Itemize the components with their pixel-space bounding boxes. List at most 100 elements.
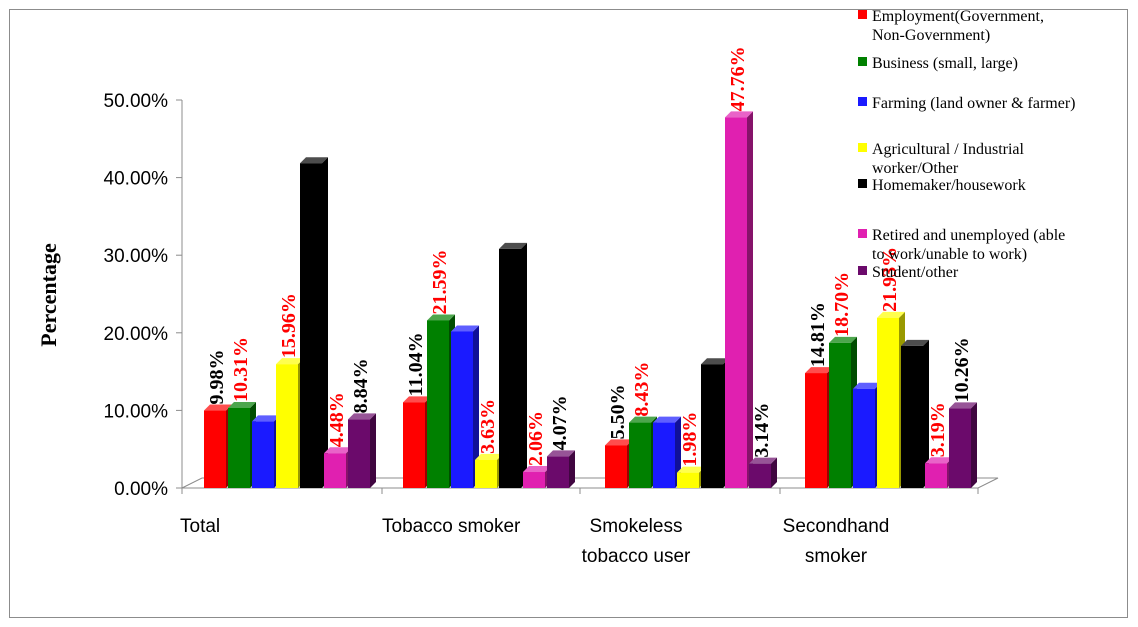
y-tick-label: 0.00% <box>114 479 168 500</box>
bar <box>523 466 551 488</box>
legend-swatch <box>858 143 867 152</box>
bar-front <box>276 364 298 488</box>
legend-item: Retired and unemployed (able to work/unab… <box>858 227 1065 263</box>
data-labels-layer: 9.98% 11.04%5.50%14.81%10.31%21.59%8.43%1… <box>206 46 973 466</box>
data-label: 10.31% <box>230 337 252 402</box>
bar <box>853 382 881 488</box>
bar-top <box>499 242 527 249</box>
data-label: 21.59% <box>429 249 451 314</box>
bar-front <box>403 402 425 488</box>
bar-front <box>949 408 971 488</box>
bar-top <box>605 439 633 446</box>
legend-item: Student/other <box>858 264 959 281</box>
bar <box>348 413 376 488</box>
legend-item: Agricultural / Industrial worker/Other <box>858 141 1025 177</box>
legend-label: to work/unable to work) <box>872 246 1027 263</box>
legend-swatch <box>858 229 867 238</box>
bar-front <box>348 419 370 488</box>
y-tick-label: 30.00% <box>104 246 169 267</box>
data-label: 8.43% <box>655 362 677 417</box>
data-label: 11.04% <box>405 332 427 396</box>
bar <box>252 415 280 488</box>
bar <box>805 367 833 488</box>
legend-label: worker/Other <box>872 160 959 177</box>
bar <box>300 157 328 488</box>
bar-top <box>252 415 280 422</box>
data-label: 15.96% <box>278 293 300 358</box>
bar <box>228 401 256 488</box>
bar-front <box>547 456 569 488</box>
bar-front <box>228 407 250 488</box>
bar-front <box>475 459 497 488</box>
bar-side <box>771 457 777 488</box>
bar-front <box>523 472 545 488</box>
data-label: 2.06% <box>525 411 547 466</box>
legend-label: Homemaker/housework <box>872 177 1026 194</box>
legend-label: Retired and unemployed (able <box>872 227 1065 244</box>
bar-top <box>300 157 328 164</box>
bar-top <box>629 416 657 423</box>
y-tick-label: 10.00% <box>104 401 169 422</box>
bar-top <box>725 111 753 118</box>
bar-top <box>877 311 905 318</box>
bar-front <box>749 463 771 488</box>
bar <box>403 396 431 488</box>
data-label: 8.84% <box>350 358 372 413</box>
legend-swatch <box>858 179 867 188</box>
bar-top <box>829 336 857 343</box>
data-label: 9.98% <box>206 350 228 405</box>
bar <box>427 314 455 488</box>
y-axis-label: Percentage <box>36 243 61 347</box>
bar-top <box>547 450 575 457</box>
data-label: 3.14% <box>751 403 773 458</box>
bar-front <box>300 163 322 488</box>
axis-layer: 0.00% 10.00% 20.00% 30.00% 40.00% 50.00% Total… <box>104 91 999 567</box>
legend-swatch <box>858 97 867 106</box>
bar-top <box>653 416 681 423</box>
legend-item: Business (small, large) <box>858 55 1018 72</box>
bar-front <box>877 317 899 488</box>
bar-top <box>853 382 881 389</box>
bar <box>653 416 681 488</box>
bar <box>204 404 232 488</box>
legend-swatch <box>858 10 867 19</box>
legend-swatch <box>858 266 867 275</box>
bar-top <box>475 453 503 460</box>
legend-label: Student/other <box>872 264 959 281</box>
bar-top <box>204 404 232 411</box>
data-label: 41.85% <box>302 92 324 157</box>
bars-layer <box>204 111 977 489</box>
bar-front <box>653 422 675 488</box>
bar-front <box>901 345 923 488</box>
legend-label: Employment(Government, <box>872 8 1044 25</box>
legend-label: Business (small, large) <box>872 55 1018 72</box>
data-label: 20.17% <box>453 260 475 325</box>
bar <box>605 439 633 488</box>
bar <box>749 457 777 488</box>
bar-front <box>451 331 473 488</box>
data-label: 15.95% <box>703 293 725 358</box>
y-tick-label: 50.00% <box>104 91 169 112</box>
data-label: 10.26% <box>951 337 973 402</box>
y-tick-label: 20.00% <box>104 324 169 345</box>
data-label: 8.58% <box>254 360 276 415</box>
bar <box>547 450 575 488</box>
bar-top <box>228 401 256 408</box>
bar-top <box>324 447 352 454</box>
bar-top <box>348 413 376 420</box>
bar-top <box>451 325 479 332</box>
bar <box>925 457 953 488</box>
bar-side <box>521 242 527 488</box>
bar <box>499 242 527 488</box>
bar-top <box>949 402 977 409</box>
category-label: Smokeless <box>590 516 683 537</box>
bar-side <box>569 450 575 488</box>
bar-front <box>605 445 627 488</box>
data-label: 18.70% <box>831 272 853 337</box>
data-label: 3.19% <box>927 402 949 457</box>
bar-top <box>805 367 833 374</box>
y-tick-label: 40.00% <box>104 169 169 190</box>
data-label: 30.81% <box>501 178 523 243</box>
bar-front <box>204 410 226 488</box>
